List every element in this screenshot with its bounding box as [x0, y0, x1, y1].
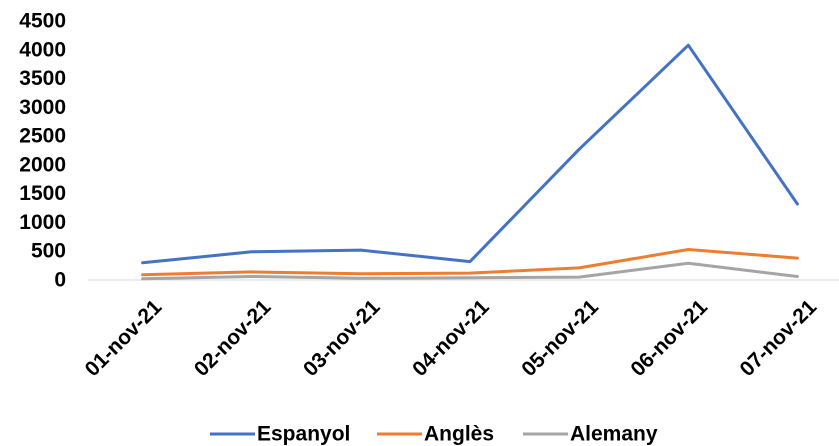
series-lines [141, 43, 799, 281]
y-tick-label: 2500 [19, 125, 66, 148]
series-line-alemany [141, 261, 799, 281]
y-tick-label: 1000 [19, 211, 66, 234]
legend-label: Espanyol [257, 423, 350, 446]
x-tick-label: 07-nov-21 [736, 295, 822, 381]
legend: Espanyol Anglès Alemany [210, 423, 658, 446]
y-tick-label: 3500 [19, 67, 66, 90]
y-tick-label: 0 [54, 269, 66, 292]
x-axis-ticks: 01-nov-21 02-nov-21 03-nov-21 04-nov-21 05-n… [81, 295, 822, 381]
x-tick-label: 06-nov-21 [626, 295, 712, 381]
y-tick-label: 1500 [19, 182, 66, 205]
x-tick-label: 01-nov-21 [81, 295, 167, 381]
x-tick-label: 02-nov-21 [190, 295, 276, 381]
legend-label: Anglès [424, 423, 494, 446]
y-tick-label: 500 [31, 240, 66, 263]
y-axis-ticks: 0 500 1000 1500 2000 2500 3000 3500 4000 4500 [19, 10, 66, 292]
x-tick-label: 03-nov-21 [299, 295, 385, 381]
series-line-espanyol [141, 43, 799, 265]
y-tick-label: 4000 [19, 38, 66, 61]
series-line-angl-s [141, 248, 799, 277]
y-tick-label: 4500 [19, 10, 66, 33]
y-tick-label: 2000 [19, 153, 66, 176]
y-tick-label: 3000 [19, 96, 66, 119]
x-tick-label: 04-nov-21 [408, 295, 494, 381]
x-tick-label: 05-nov-21 [517, 295, 603, 381]
legend-label: Alemany [570, 423, 658, 446]
